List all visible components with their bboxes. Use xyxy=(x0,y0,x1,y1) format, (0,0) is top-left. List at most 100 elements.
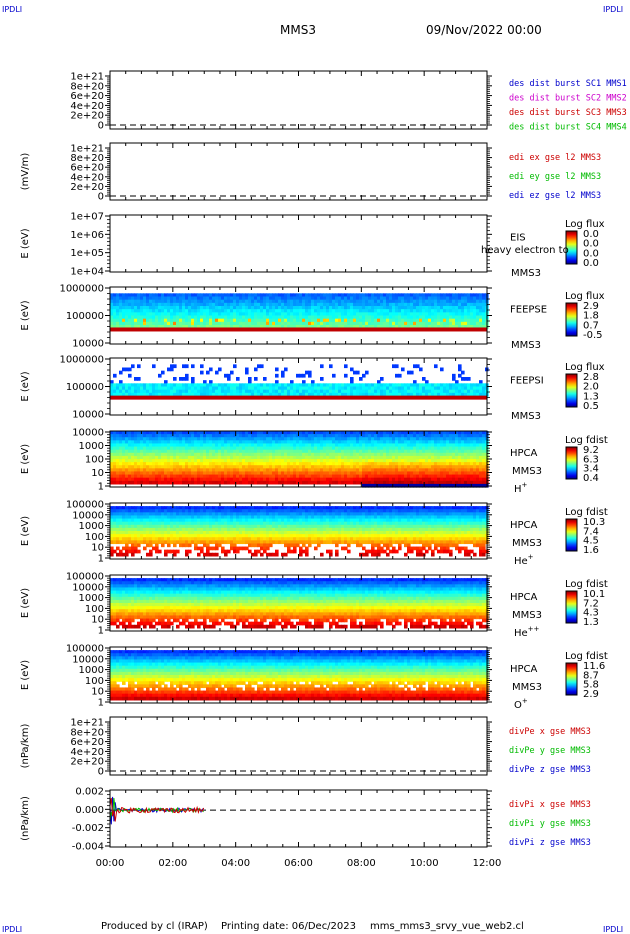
spectrogram-cell xyxy=(200,524,204,529)
spectrogram-cell xyxy=(281,531,285,535)
spectrogram-cell xyxy=(167,534,171,538)
spectrogram-cell xyxy=(119,325,123,329)
spectrogram-cell xyxy=(386,296,390,301)
spectrogram-cell xyxy=(479,465,483,469)
spectrogram-cell xyxy=(182,452,186,457)
spectrogram-cell xyxy=(326,306,330,310)
spectrogram-cell xyxy=(299,306,303,310)
spectrogram-cell xyxy=(269,312,273,317)
spectrogram-cell xyxy=(428,315,432,320)
spectrogram-cell xyxy=(206,477,210,482)
spectrogram-cell xyxy=(335,455,339,460)
spectrogram-cell xyxy=(434,431,438,435)
spectrogram-cell xyxy=(173,392,177,397)
spectrogram-cell xyxy=(194,515,198,520)
spectrogram-cell xyxy=(206,389,210,394)
spectrogram-cell xyxy=(110,318,114,323)
spectrogram-cell xyxy=(344,471,348,476)
spectrogram-cell xyxy=(113,434,117,438)
spectrogram-cell xyxy=(155,389,159,394)
spectrogram-cell xyxy=(170,293,174,298)
spectrogram-cell xyxy=(155,512,159,517)
spectrogram-cell xyxy=(341,459,345,463)
spectrogram-cell xyxy=(185,440,189,445)
spectrogram-cell xyxy=(164,446,168,451)
spectrogram-cell xyxy=(401,392,405,397)
spectrogram-cell xyxy=(305,318,309,323)
spectrogram-cell xyxy=(341,446,345,451)
spectrogram-cell xyxy=(248,377,252,381)
spectrogram-cell xyxy=(278,315,282,320)
spectrogram-cell xyxy=(248,392,252,397)
spectrogram-cell xyxy=(242,480,246,485)
spectrogram-cell xyxy=(437,325,441,329)
spectrogram-cell xyxy=(281,437,285,441)
spectrogram-cell xyxy=(194,531,198,535)
spectrogram-cell xyxy=(182,299,186,304)
spectrogram-cell xyxy=(362,296,366,301)
spectrogram-cell xyxy=(116,386,120,391)
spectrogram-cell xyxy=(314,383,318,388)
spectrogram-cell xyxy=(296,449,300,454)
spectrogram-cell xyxy=(164,380,168,384)
spectrogram-cell xyxy=(245,296,249,301)
spectrogram-cell xyxy=(299,465,303,469)
spectrogram-cell xyxy=(305,296,309,301)
spectrogram-cell xyxy=(191,518,195,523)
spectrogram-cell xyxy=(176,312,180,317)
spectrogram-cell xyxy=(437,302,441,307)
spectrogram-cell xyxy=(128,367,132,372)
spectrogram-cell xyxy=(464,431,468,435)
spectrogram-cell xyxy=(131,509,135,513)
spectrogram-cell xyxy=(215,434,219,438)
spectrogram-cell xyxy=(218,537,222,541)
spectrogram-cell xyxy=(287,293,291,298)
spectrogram-cell xyxy=(167,449,171,454)
spectrogram-cell xyxy=(320,325,324,329)
spectrogram-cell xyxy=(203,477,207,482)
spectrogram-cell xyxy=(401,468,405,473)
spectrogram-cell xyxy=(212,506,216,510)
spectrogram-cell xyxy=(155,312,159,317)
spectrogram-cell xyxy=(137,468,141,473)
spectrogram-cell xyxy=(116,552,120,557)
spectrogram-cell xyxy=(254,296,258,301)
spectrogram-cell xyxy=(134,392,138,397)
spectrogram-cell xyxy=(197,309,201,313)
spectrogram-cell xyxy=(344,440,348,445)
spectrogram-cell xyxy=(278,537,282,541)
spectrogram-cell xyxy=(203,452,207,457)
spectrogram-cell xyxy=(116,474,120,479)
spectrogram-cell xyxy=(305,465,309,469)
spectrogram-cell xyxy=(173,431,177,435)
spectrogram-cell xyxy=(161,459,165,463)
spectrogram-cell xyxy=(284,446,288,451)
spectrogram-cell xyxy=(476,462,480,466)
spectrogram-cell xyxy=(224,325,228,329)
spectrogram-cell xyxy=(386,434,390,438)
spectrogram-cell xyxy=(347,299,351,304)
spectrogram-cell xyxy=(218,477,222,482)
spectrogram-cell xyxy=(344,462,348,466)
spectrogram-cell xyxy=(272,446,276,451)
spectrogram-cell xyxy=(461,471,465,476)
spectrogram-cell xyxy=(230,446,234,451)
spectrogram-cell xyxy=(362,431,366,435)
spectrogram-cell xyxy=(170,452,174,457)
spectrogram-cell xyxy=(416,477,420,482)
spectrogram-cell xyxy=(404,309,408,313)
spectrogram-cell xyxy=(290,440,294,445)
spectrogram-cell xyxy=(179,540,183,545)
spectrogram-cell xyxy=(161,471,165,476)
spectrogram-cell xyxy=(434,449,438,454)
spectrogram-cell xyxy=(449,465,453,469)
spectrogram-cell xyxy=(479,392,483,397)
spectrogram-cell xyxy=(215,293,219,298)
spectrogram-cell xyxy=(272,437,276,441)
spectrogram-cell xyxy=(473,483,477,488)
spectrogram-cell xyxy=(113,459,117,463)
spectrogram-cell xyxy=(431,434,435,438)
spectrogram-cell xyxy=(410,443,414,448)
spectrogram-cell xyxy=(209,506,213,510)
spectrogram-cell xyxy=(311,465,315,469)
